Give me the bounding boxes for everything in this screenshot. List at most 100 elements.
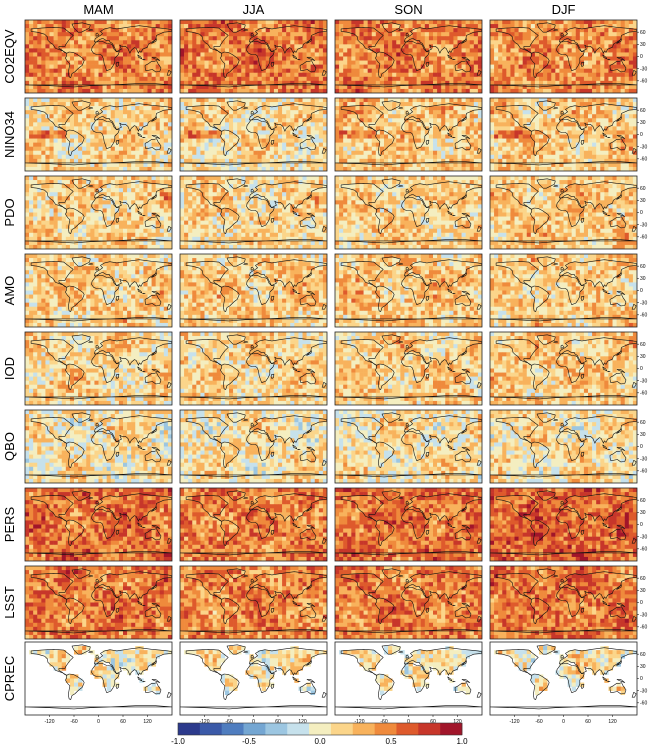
map-cell bbox=[543, 52, 548, 57]
map-cell bbox=[424, 102, 430, 107]
map-cell bbox=[123, 106, 128, 111]
map-cell bbox=[131, 126, 136, 131]
map-cell bbox=[282, 118, 287, 123]
map-cell bbox=[551, 28, 556, 33]
map-cell bbox=[82, 20, 87, 25]
map-cell bbox=[269, 24, 275, 29]
map-cell bbox=[233, 40, 238, 45]
coastline bbox=[461, 56, 471, 61]
map-cell bbox=[86, 122, 91, 127]
map-cell bbox=[408, 56, 413, 61]
map-cell bbox=[335, 126, 340, 131]
map-cell bbox=[298, 48, 303, 53]
map-cell bbox=[163, 80, 169, 86]
map-cell bbox=[45, 48, 50, 53]
map-cell bbox=[477, 40, 482, 45]
map-cell bbox=[551, 106, 556, 111]
map-cell bbox=[204, 162, 209, 168]
map-cell bbox=[359, 80, 364, 86]
map-cell bbox=[314, 158, 320, 164]
map-cell bbox=[579, 44, 585, 49]
map-cell bbox=[359, 68, 364, 74]
map-cell bbox=[441, 138, 446, 143]
map-cell bbox=[384, 64, 389, 69]
map-cell bbox=[114, 84, 120, 90]
map-cell bbox=[139, 114, 144, 119]
map-cell bbox=[596, 56, 601, 61]
map-cell bbox=[220, 52, 226, 57]
map-cell bbox=[465, 80, 471, 86]
map-cell bbox=[510, 28, 515, 33]
map-cell bbox=[98, 72, 103, 78]
map-cell bbox=[208, 76, 213, 82]
map-cell bbox=[290, 138, 295, 143]
map-cell bbox=[192, 142, 197, 147]
map-cell bbox=[396, 114, 401, 119]
map-cell bbox=[392, 106, 397, 111]
map-cell bbox=[208, 134, 213, 139]
map-cell bbox=[147, 64, 152, 69]
map-cell bbox=[298, 56, 303, 61]
map-cell bbox=[196, 166, 201, 171]
map-cell bbox=[114, 88, 120, 93]
map-cell bbox=[384, 130, 389, 135]
map-cell bbox=[78, 24, 83, 29]
map-cell bbox=[563, 36, 568, 41]
map-cell bbox=[282, 64, 287, 69]
coastline bbox=[536, 22, 556, 33]
map-cell bbox=[392, 64, 397, 69]
map-cell bbox=[498, 118, 503, 123]
map-cell bbox=[310, 106, 316, 111]
map-cell bbox=[575, 106, 581, 111]
map-cell bbox=[539, 32, 544, 37]
map-cell bbox=[367, 20, 373, 25]
map-cell bbox=[379, 64, 385, 69]
map-cell bbox=[282, 106, 287, 111]
map-cell bbox=[404, 56, 409, 61]
map-cell bbox=[310, 110, 316, 115]
map-cell bbox=[212, 76, 218, 82]
map-cell bbox=[131, 80, 136, 86]
map-cell bbox=[78, 84, 83, 90]
coastline bbox=[405, 32, 410, 37]
map-cell bbox=[579, 98, 585, 103]
map-cell bbox=[106, 110, 112, 115]
map-cell bbox=[273, 84, 279, 90]
coastline bbox=[398, 107, 404, 109]
map-cell bbox=[224, 40, 230, 45]
map-cell bbox=[477, 76, 482, 82]
map-cell bbox=[298, 142, 303, 147]
map-cell bbox=[278, 36, 283, 41]
map-cell bbox=[53, 118, 58, 123]
map-cell bbox=[57, 32, 63, 37]
map-cell bbox=[433, 142, 438, 147]
map-cell bbox=[237, 80, 242, 86]
map-cell bbox=[151, 126, 156, 131]
map-cell bbox=[167, 114, 172, 119]
map-cell bbox=[286, 52, 291, 57]
map-cell bbox=[147, 162, 152, 168]
map-cell bbox=[78, 44, 83, 49]
coastline bbox=[65, 129, 85, 156]
map-cell bbox=[82, 36, 87, 41]
map-cell bbox=[396, 110, 401, 115]
map-cell bbox=[196, 114, 201, 119]
map-cell bbox=[604, 44, 609, 49]
map-cell bbox=[90, 110, 95, 115]
map-cell bbox=[620, 36, 626, 41]
map-cell bbox=[74, 52, 79, 57]
map-cell bbox=[420, 20, 426, 25]
map-cell bbox=[273, 142, 279, 147]
map-cell bbox=[188, 110, 193, 115]
map-cell bbox=[33, 142, 38, 147]
map-cell bbox=[118, 28, 124, 33]
map-cell bbox=[45, 28, 50, 33]
map-cell bbox=[212, 28, 218, 33]
map-cell bbox=[335, 40, 340, 45]
map-cell bbox=[118, 102, 124, 107]
map-cell bbox=[555, 40, 560, 45]
map-cell bbox=[322, 28, 327, 33]
map-cell bbox=[257, 114, 262, 119]
map-cell bbox=[25, 52, 30, 57]
map-cell bbox=[424, 56, 430, 61]
